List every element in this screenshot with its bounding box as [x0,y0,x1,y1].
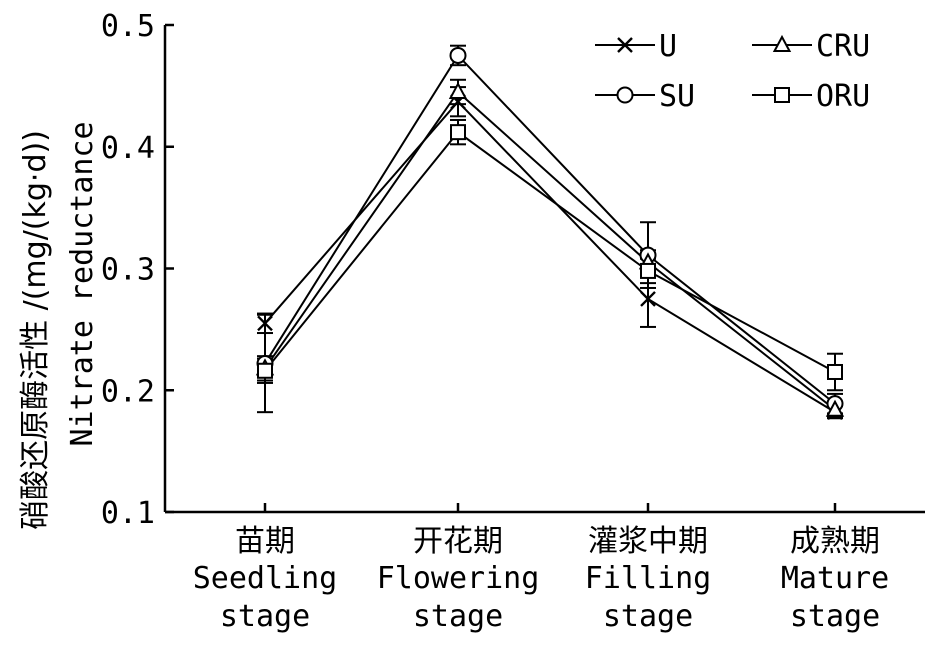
x-category-label-en: Flowering [377,561,540,596]
data-point-oru [257,362,273,379]
legend-label: SU [659,79,695,114]
series-lines [264,53,836,414]
legend-label: ORU [816,79,870,114]
legend-label: U [659,29,677,64]
legend-item-u: U [595,29,677,64]
series-line-cru [264,90,836,411]
x-category-label-cn: 成熟期 [790,524,880,559]
axes [163,25,925,514]
series-line-su [264,53,836,405]
data-point-u [640,291,656,307]
x-category-label-en: Seedling [193,561,338,596]
y-axis-label-chinese: 硝酸还原酶活性 /(mg/(kg·d)) [18,130,53,530]
x-category-label-stage: stage [413,599,503,634]
y-tick-label: 0.3 [101,253,155,288]
x-category-label-en: Mature [781,561,889,596]
data-point-oru [450,124,466,141]
legend-item-su: SU [595,79,695,114]
legend-marker-u [617,37,633,53]
legend-item-oru: ORU [752,79,870,114]
legend-marker-su [616,86,634,104]
series-markers [255,46,845,421]
data-point-cru [448,81,468,99]
y-axis-label-english: Nitrate reductance [65,121,100,446]
x-category-label-cn: 开花期 [413,524,503,559]
legend-item-cru: CRU [752,29,870,64]
legend-label: CRU [816,29,870,64]
x-category-label-stage: stage [220,599,310,634]
data-point-cru [825,399,845,417]
data-point-oru [640,262,656,279]
x-category-label-stage: stage [603,599,693,634]
y-tick-label: 0.4 [101,131,155,166]
data-point-u [257,315,273,332]
legend-marker-cru [772,34,792,52]
legend: U SU CRU ORU [595,29,870,114]
x-category-label-en: Filling [585,561,711,596]
series-line-oru [264,130,836,373]
x-categories: 苗期Seedlingstage开花期Floweringstage灌浆中期Fill… [193,503,889,634]
y-tick-label: 0.5 [101,9,155,44]
y-ticks: 0.1 0.2 0.3 0.4 0.5 [101,9,174,531]
x-category-label-cn: 灌浆中期 [588,524,708,559]
legend-marker-oru [774,87,790,103]
y-tick-label: 0.2 [101,374,155,409]
data-point-oru [827,363,843,380]
series-line-u [264,100,836,414]
x-category-label-stage: stage [790,599,880,634]
x-category-label-cn: 苗期 [235,524,295,559]
y-tick-label: 0.1 [101,496,155,531]
data-point-su [449,46,467,64]
